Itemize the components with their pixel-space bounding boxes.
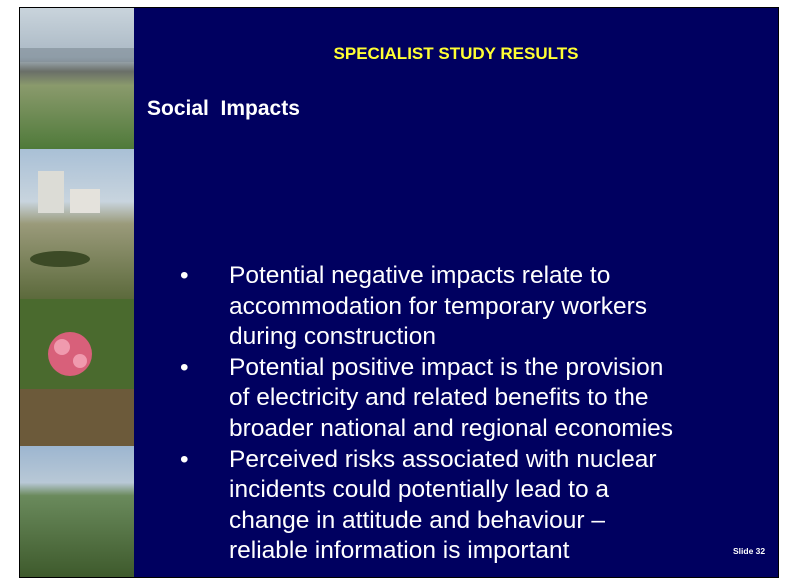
slide-title: SPECIALIST STUDY RESULTS (134, 44, 778, 64)
bullet-text: accommodation for temporary workers (229, 293, 647, 321)
bullet-text: Potential negative impacts relate to (229, 262, 610, 290)
bullet-marker: • (180, 446, 189, 474)
bullet-text: Potential positive impact is the provisi… (229, 354, 663, 382)
photo-flower (20, 299, 134, 446)
bullet-text: during construction (229, 323, 436, 351)
bullet-text: incidents could potentially lead to a (229, 476, 609, 504)
bullet-text: of electricity and related benefits to t… (229, 384, 648, 412)
photo-coast (20, 8, 134, 149)
bullet-marker: • (180, 262, 189, 290)
photo-power-station (20, 149, 134, 299)
slide: SPECIALIST STUDY RESULTS Social Impacts … (19, 7, 779, 578)
bullet-text: Perceived risks associated with nuclear (229, 446, 657, 474)
photo-landscape (20, 446, 134, 577)
bullet-marker: • (180, 354, 189, 382)
bullet-text: broader national and regional economies (229, 415, 673, 443)
section-heading: Social Impacts (147, 97, 300, 121)
page: SPECIALIST STUDY RESULTS Social Impacts … (0, 0, 787, 578)
slide-number: Slide 32 (733, 546, 765, 556)
bullet-text: change in attitude and behaviour – (229, 507, 605, 535)
bullet-text: reliable information is important (229, 537, 569, 565)
